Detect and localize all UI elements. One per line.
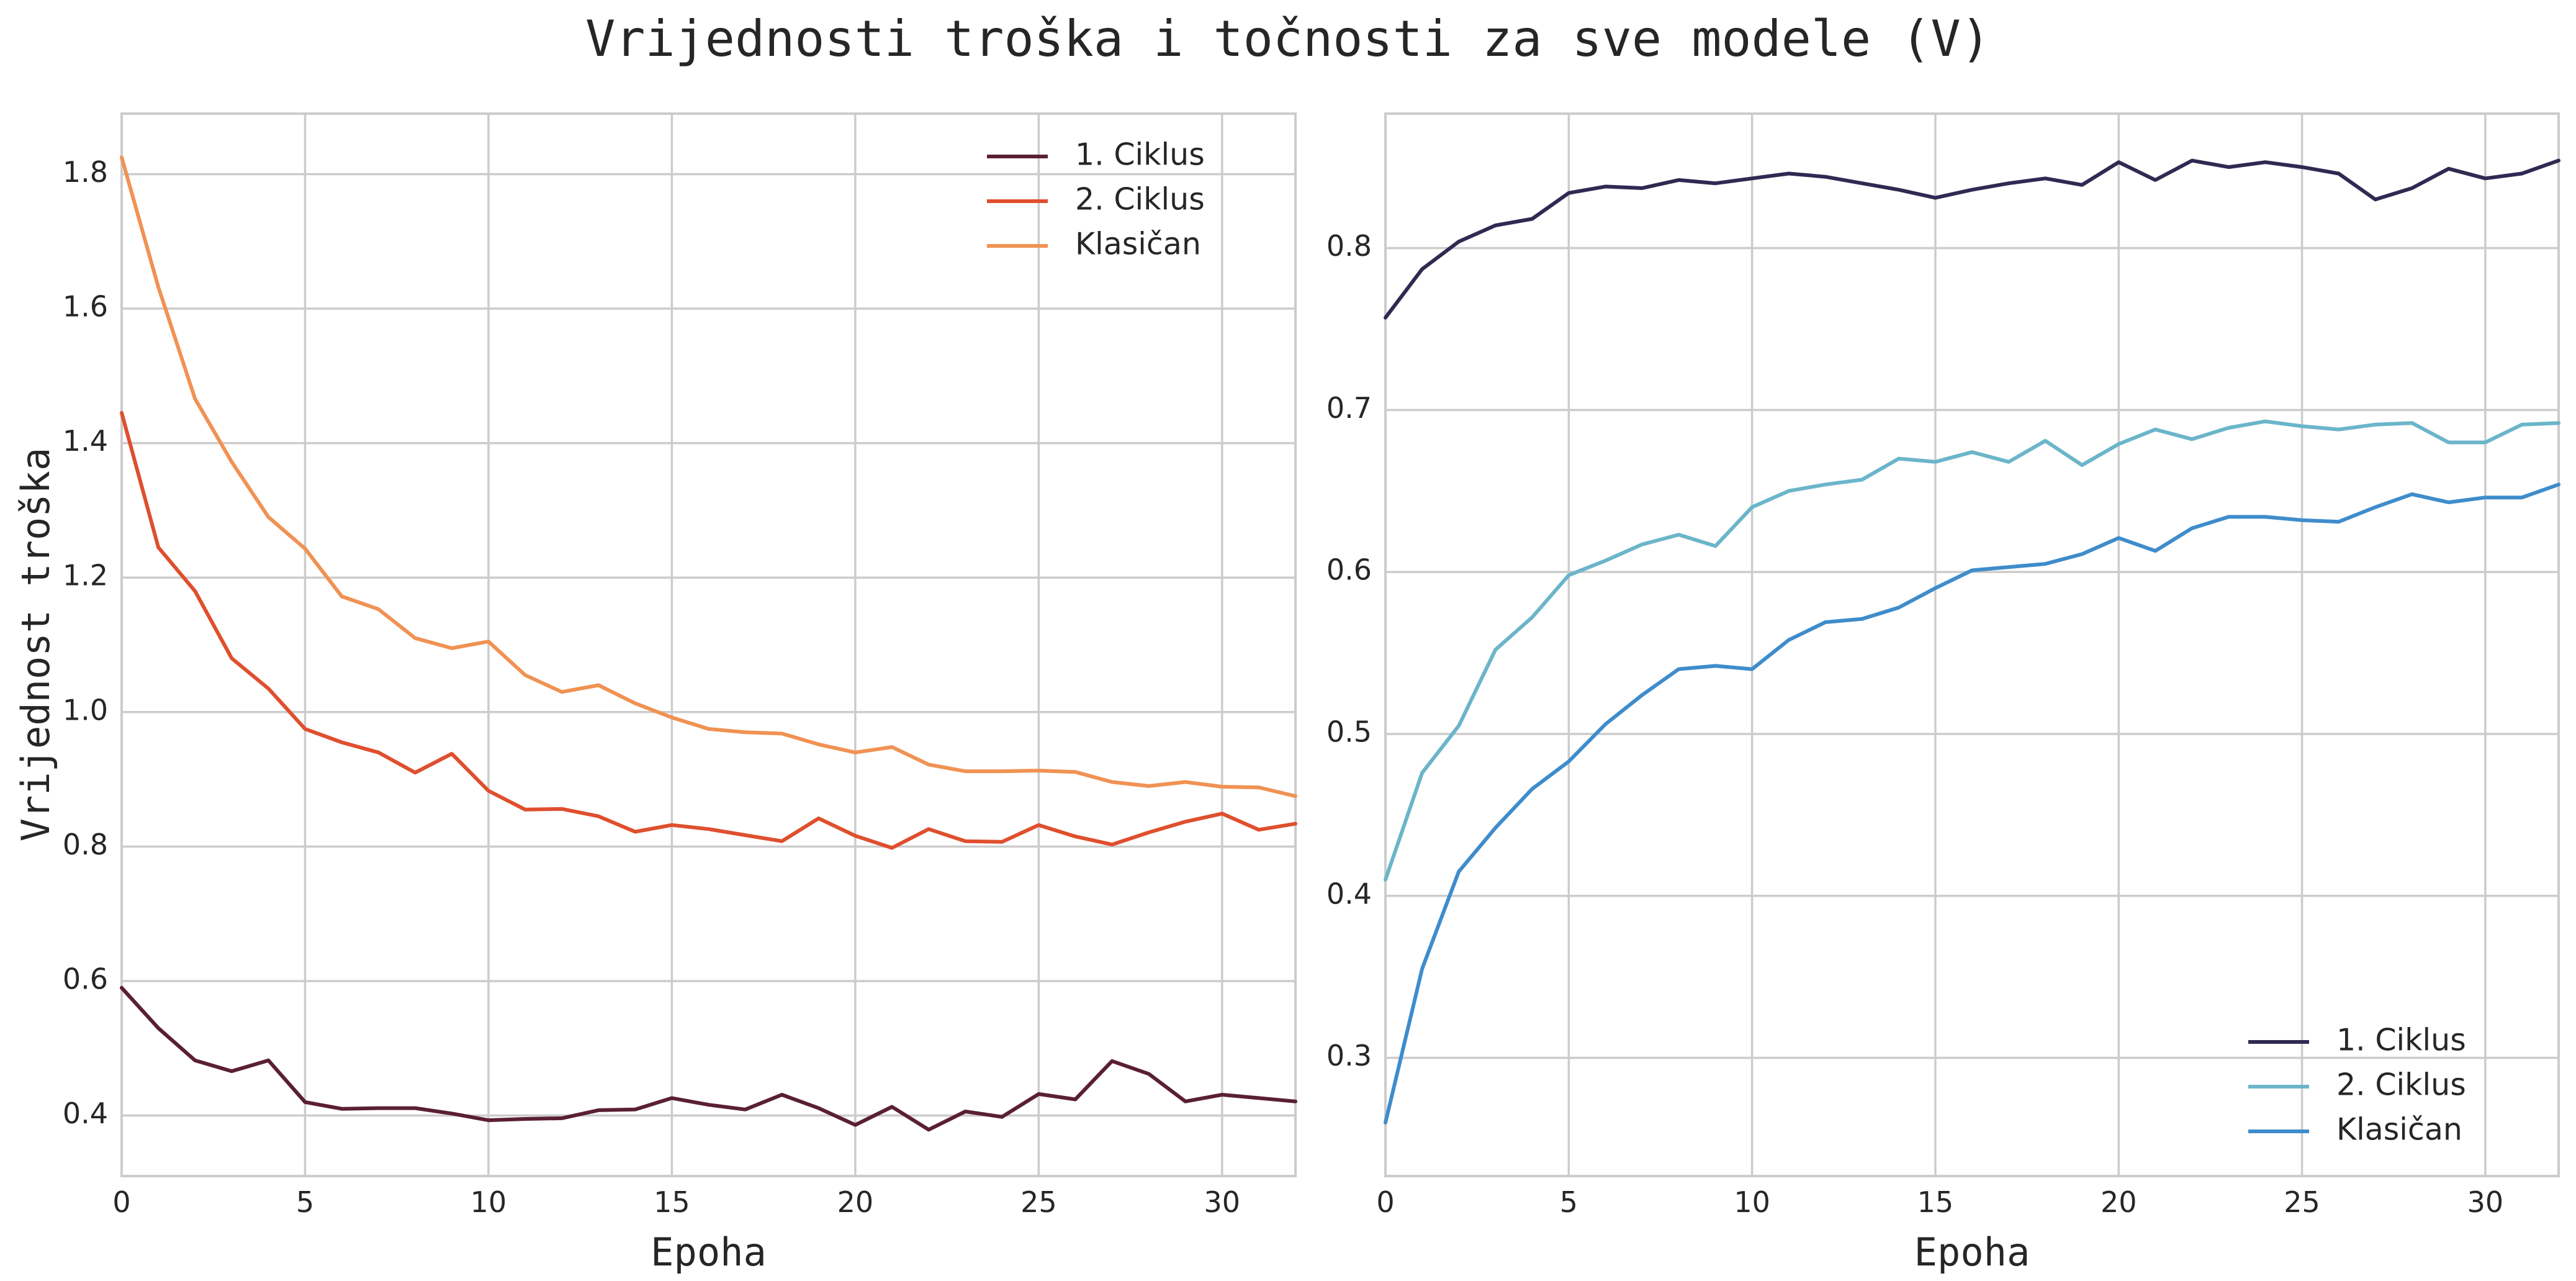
legend-label: Klasičan: [1075, 227, 1201, 262]
y-tick-label: 0.4: [1326, 877, 1372, 910]
plot-border: [1384, 112, 2560, 1177]
y-axis-title: Vrijednost troška: [13, 448, 58, 842]
series-line-1-ciklus: [120, 985, 1297, 1132]
x-axis-title: Epoha: [651, 1229, 767, 1275]
x-tick-label: 0: [112, 1185, 130, 1219]
series-line-klasi-an: [120, 155, 1297, 799]
y-tick-label: 1.6: [63, 290, 108, 324]
plot-area: [1384, 112, 2560, 1177]
y-tick-label: 0.7: [1326, 391, 1372, 425]
legend: 1. Ciklus 2. Ciklus Klasičan: [987, 137, 1205, 262]
plot-area: [120, 112, 1297, 1177]
series-line-2-ciklus: [120, 410, 1297, 850]
legend-label: 2. Ciklus: [1075, 182, 1205, 217]
y-tick-label: 1.0: [63, 693, 108, 727]
legend-label: 2. Ciklus: [2336, 1067, 2466, 1103]
y-tick-label: 0.5: [1326, 715, 1372, 748]
x-tick-label: 15: [1917, 1185, 1954, 1219]
legend-label: 1. Ciklus: [1075, 137, 1205, 173]
legend: 1. Ciklus 2. Ciklus Klasičan: [2248, 1023, 2466, 1147]
x-tick-label: 20: [837, 1185, 874, 1219]
accuracy-chart-panel: 0 5 10 15 20 25 30 0.3 0.4 0.5 0.6 0.7 0.8 Epoha 1. Ci…: [1326, 112, 2560, 1275]
x-tick-label: 20: [2101, 1185, 2137, 1219]
loss-chart-panel: 0 5 10 15 20 25 30 0.4 0.6 0.8 1.0 1.2 1.4 1.6 1.8 Epoh…: [13, 112, 1297, 1275]
x-tick-label: 15: [654, 1185, 690, 1219]
x-tick-label: 30: [1204, 1185, 1241, 1219]
x-tick-label: 10: [1734, 1185, 1770, 1219]
series-line-2-ciklus: [1384, 419, 2560, 882]
y-tick-label: 0.6: [63, 962, 108, 995]
legend-label: Klasičan: [2336, 1112, 2462, 1147]
y-tick-label: 0.8: [1326, 229, 1372, 263]
figure-title: Vrijednosti troška i točnosti za sve mod…: [585, 10, 1991, 68]
series-line-klasi-an: [1384, 482, 2560, 1125]
x-tick-label: 5: [1560, 1185, 1578, 1219]
x-axis-title: Epoha: [1914, 1229, 2030, 1275]
x-tick-label: 10: [471, 1185, 507, 1219]
y-tick-label: 0.8: [63, 828, 108, 861]
x-tick-label: 5: [296, 1185, 314, 1219]
plot-border: [120, 112, 1297, 1177]
x-tick-label: 30: [2467, 1185, 2504, 1219]
series-line-1-ciklus: [1384, 158, 2560, 320]
legend-label: 1. Ciklus: [2336, 1023, 2466, 1058]
y-tick-label: 1.8: [63, 155, 108, 189]
y-tick-label: 0.3: [1326, 1039, 1372, 1072]
y-tick-label: 1.4: [63, 424, 108, 458]
x-tick-label: 0: [1376, 1185, 1394, 1219]
x-tick-label: 25: [2284, 1185, 2320, 1219]
y-tick-label: 1.2: [63, 559, 108, 592]
y-tick-label: 0.4: [63, 1097, 108, 1130]
y-tick-label: 0.6: [1326, 553, 1372, 587]
x-tick-label: 25: [1020, 1185, 1057, 1219]
